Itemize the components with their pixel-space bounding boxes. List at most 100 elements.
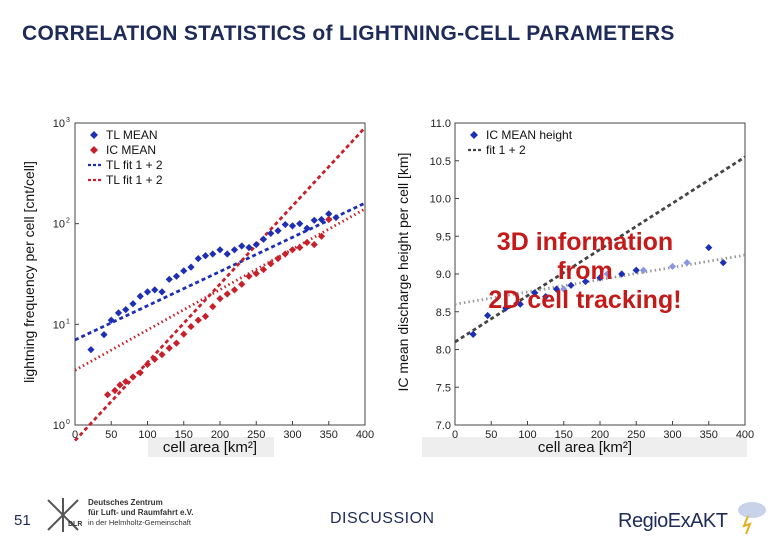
plot-frame-0	[74, 122, 366, 426]
data-point-0-0-0	[87, 346, 95, 354]
x-tick-label-1-6: 300	[663, 429, 681, 441]
x-tick-label-0-8: 400	[356, 429, 374, 441]
data-point-1-0-3	[516, 300, 524, 308]
data-point-0-0-21	[245, 243, 253, 252]
y-axis-label-1: IC mean discharge height per cell [km]	[395, 153, 411, 392]
data-point-0-0-10	[165, 275, 173, 283]
data-point-0-1-14	[201, 312, 210, 320]
legend-label-0-1: IC MEAN	[106, 143, 156, 157]
data-point-0-1-12	[187, 322, 195, 331]
y-tick-label-0-0: 10	[53, 420, 65, 432]
data-point-0-0-5	[129, 300, 137, 308]
data-point-1-0-5	[542, 293, 550, 301]
data-point-1-1-4	[683, 259, 691, 267]
weather-logo-icon	[738, 502, 766, 535]
data-point-1-0-4	[531, 289, 539, 297]
data-point-0-1-8	[158, 351, 166, 359]
y-tick-label-1-4: 9.0	[436, 269, 451, 281]
data-point-0-0-1	[100, 331, 108, 339]
overlay-callout: 3D information from 2D cell tracking!	[470, 228, 700, 315]
legend-label-0-0: TL MEAN	[106, 128, 158, 142]
data-point-0-1-5	[136, 369, 144, 377]
y-tick-exp-0-2: 2	[66, 218, 70, 225]
data-point-0-1-25	[281, 250, 289, 258]
data-point-0-0-2	[107, 316, 115, 324]
regio-logo-text: RegioExAKT	[618, 510, 728, 532]
data-point-0-1-3	[122, 377, 130, 386]
page-number: 51	[14, 512, 31, 529]
plot-frame-1	[454, 122, 746, 426]
fit-line-0-2	[74, 201, 366, 342]
legend-marker-0-1	[90, 146, 98, 154]
x-tick-label-1-3: 150	[555, 429, 573, 441]
data-point-0-0-28	[296, 220, 304, 228]
x-tick-label-1-0: 0	[452, 429, 458, 441]
x-tick-label-0-5: 250	[247, 429, 265, 441]
data-point-0-1-2	[116, 381, 124, 389]
data-point-0-0-20	[238, 242, 246, 250]
data-point-0-1-19	[238, 280, 246, 288]
page-title: CORRELATION STATISTICS of LIGHTNING-CELL…	[22, 22, 675, 45]
fit-line-1-2	[454, 155, 746, 344]
data-point-0-1-10	[172, 339, 181, 347]
data-point-0-0-26	[281, 220, 289, 229]
data-point-0-0-13	[187, 263, 195, 271]
data-point-0-0-4	[122, 306, 130, 314]
data-point-0-0-33	[332, 213, 340, 222]
overlay-line-3: 2D cell tracking!	[488, 286, 682, 314]
data-point-0-0-15	[201, 252, 210, 260]
data-point-0-1-7	[151, 355, 159, 363]
overlay-line-1: 3D information	[496, 228, 674, 256]
data-point-1-1-3	[668, 262, 677, 271]
data-point-0-1-28	[303, 238, 311, 247]
x-axis-label-0: cell area [km²]	[163, 439, 257, 456]
data-point-0-1-1	[111, 386, 119, 395]
y-tick-label-1-6: 10.0	[430, 194, 451, 206]
data-point-0-0-3	[114, 309, 123, 317]
y-tick-exp-0-0: 0	[66, 419, 70, 426]
data-point-1-0-12	[705, 243, 713, 252]
data-point-1-0-11	[632, 266, 640, 274]
dlr-line-2: für Luft- und Raumfahrt e.V.	[88, 508, 194, 517]
data-point-1-0-2	[502, 304, 510, 312]
legend-label-1-0: IC MEAN height	[486, 128, 573, 142]
legend-label-0-2: TL fit 1 + 2	[106, 158, 163, 172]
y-axis-label-0: lightning frequency per cell [cnt/cell]	[21, 161, 37, 383]
x-tick-label-1-2: 100	[518, 429, 536, 441]
data-point-0-0-25	[274, 227, 282, 235]
data-point-1-1-1	[603, 270, 611, 278]
data-point-0-0-23	[259, 235, 268, 243]
data-point-1-1-0	[560, 285, 568, 293]
legend-label-1-1: fit 1 + 2	[486, 143, 526, 157]
data-point-0-1-29	[310, 240, 318, 249]
data-point-0-0-18	[223, 250, 231, 258]
data-point-0-1-4	[129, 373, 137, 381]
data-point-0-1-6	[143, 360, 152, 368]
data-point-0-1-31	[325, 215, 333, 224]
data-point-0-0-17	[216, 246, 224, 254]
y-tick-label-1-8: 11.0	[430, 118, 451, 130]
fit-line-0-4	[74, 207, 366, 372]
y-tick-label-1-0: 7.0	[436, 420, 451, 432]
x-tick-label-1-7: 350	[700, 429, 718, 441]
y-tick-label-1-5: 9.5	[436, 231, 451, 243]
legend-marker-1-0	[470, 131, 478, 139]
data-point-1-0-10	[618, 270, 626, 278]
data-point-0-0-7	[143, 288, 152, 296]
x-tick-label-0-2: 100	[138, 429, 156, 441]
data-point-0-0-11	[172, 272, 181, 280]
x-tick-label-0-4: 200	[211, 429, 229, 441]
data-point-0-0-30	[310, 216, 318, 224]
data-point-1-0-13	[719, 259, 727, 267]
x-tick-label-0-0: 0	[72, 429, 78, 441]
data-point-0-1-27	[296, 243, 304, 252]
data-point-1-0-8	[581, 277, 590, 286]
y-tick-exp-0-3: 3	[66, 117, 70, 124]
x-tick-label-1-8: 400	[736, 429, 754, 441]
x-axis-label-1: cell area [km²]	[538, 439, 632, 456]
data-point-0-0-14	[194, 254, 202, 263]
data-point-0-1-11	[180, 330, 188, 338]
data-point-0-1-24	[274, 254, 282, 263]
data-point-1-1-2	[639, 266, 648, 274]
